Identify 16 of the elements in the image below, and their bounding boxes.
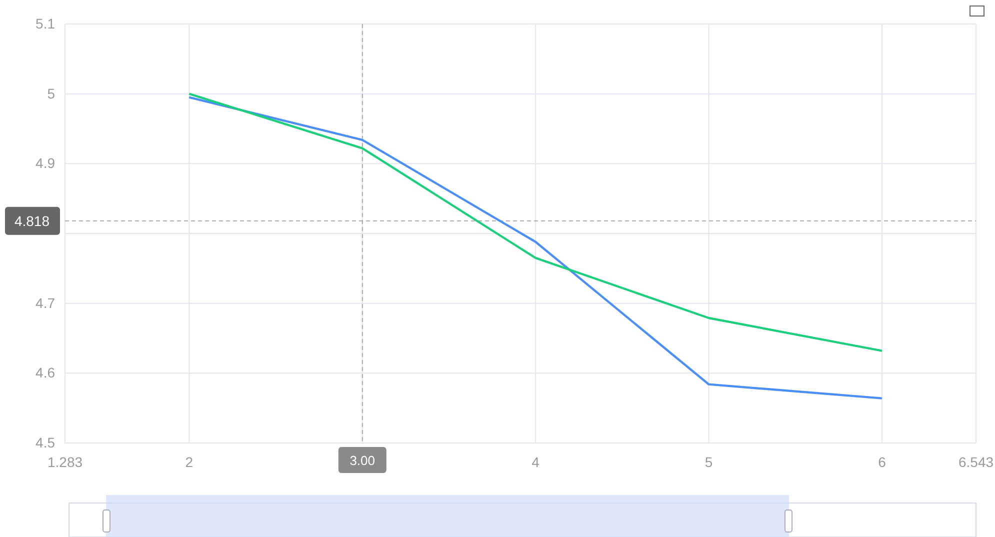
x-tick-label: 4 xyxy=(532,454,540,470)
x-tick-label: 2 xyxy=(185,454,194,470)
x-tick-label: 1.283 xyxy=(47,454,83,470)
x-tick-label: 5 xyxy=(704,454,713,470)
y-tick-label: 4.7 xyxy=(36,294,56,311)
line-series xyxy=(188,92,884,352)
y-tick-label: 4.5 xyxy=(36,434,56,450)
line-series xyxy=(188,96,884,400)
y-tick-label: 4.9 xyxy=(36,155,56,172)
x-tick-label: 6 xyxy=(878,454,886,470)
x-tick-label: 6.543 xyxy=(958,454,994,470)
ref-line-label: 3.00 xyxy=(350,453,376,468)
y-tick-label: 5.1 xyxy=(36,15,56,32)
ref-line-label: 4.818 xyxy=(14,212,50,229)
y-tick-label: 5 xyxy=(47,85,56,102)
y-tick-label: 4.6 xyxy=(36,364,56,381)
